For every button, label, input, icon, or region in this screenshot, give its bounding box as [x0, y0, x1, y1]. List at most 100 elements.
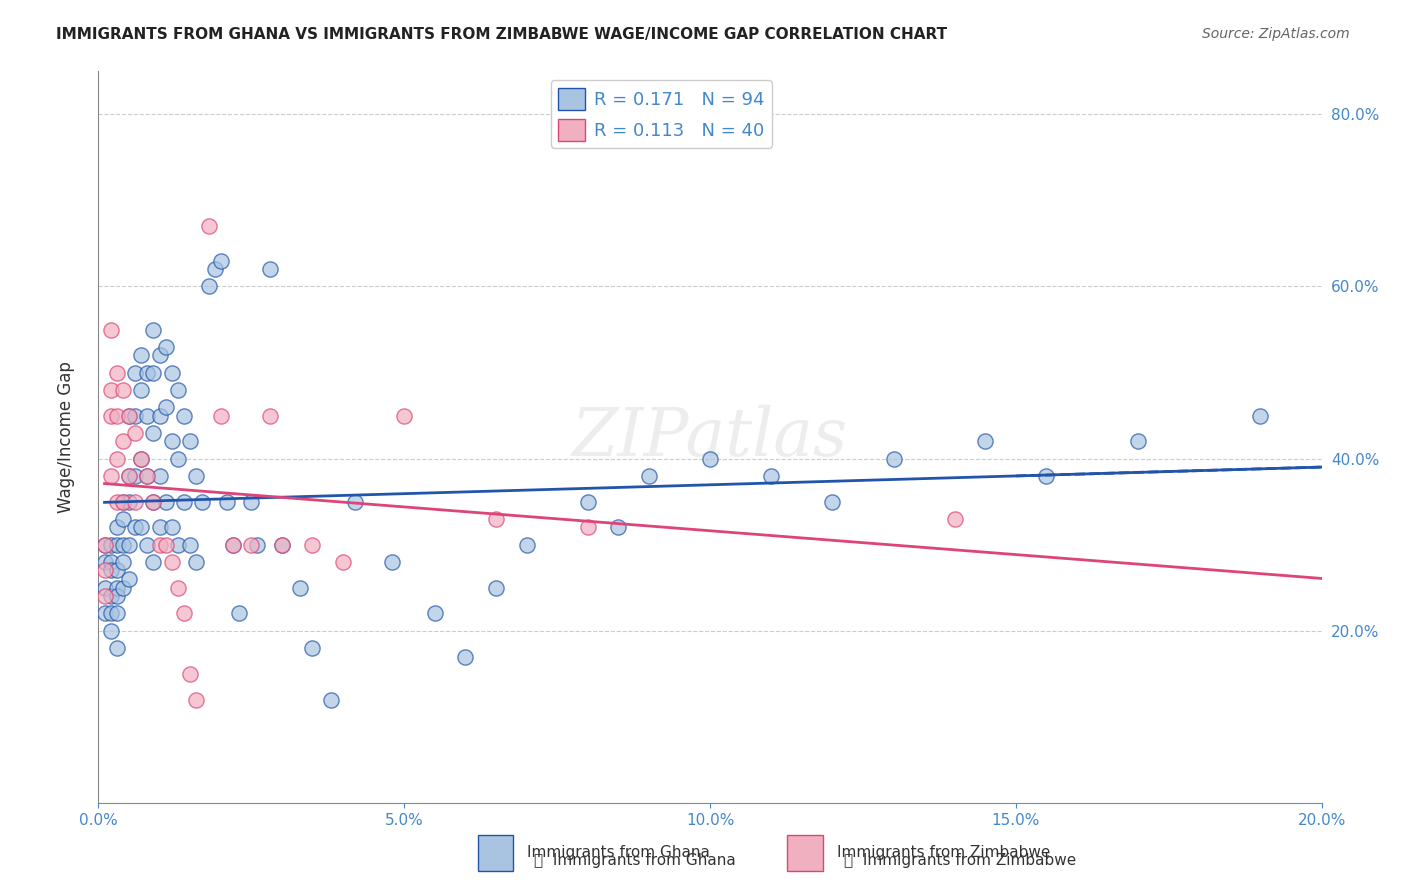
- Point: [259, 409, 281, 423]
- Point: [105, 607, 128, 621]
- Point: [105, 640, 128, 655]
- Point: [167, 538, 190, 552]
- Point: [100, 409, 122, 423]
- Point: [228, 607, 250, 621]
- Point: [259, 262, 281, 277]
- Point: [246, 538, 269, 552]
- Point: [100, 383, 122, 397]
- Point: [93, 538, 115, 552]
- Point: [124, 520, 146, 534]
- Point: [240, 538, 263, 552]
- Point: [129, 520, 152, 534]
- Point: [319, 692, 342, 706]
- Point: [100, 624, 122, 638]
- Point: [136, 409, 159, 423]
- Point: [270, 538, 292, 552]
- Point: [485, 512, 508, 526]
- Point: [100, 564, 122, 578]
- Point: [136, 366, 159, 380]
- Text: IMMIGRANTS FROM GHANA VS IMMIGRANTS FROM ZIMBABWE WAGE/INCOME GAP CORRELATION CH: IMMIGRANTS FROM GHANA VS IMMIGRANTS FROM…: [56, 27, 948, 42]
- Point: [129, 451, 152, 466]
- Point: [332, 555, 354, 569]
- Point: [186, 692, 208, 706]
- Point: [149, 348, 172, 362]
- Point: [142, 366, 165, 380]
- Point: [167, 581, 190, 595]
- Point: [186, 468, 208, 483]
- Point: [883, 451, 905, 466]
- Point: [155, 340, 177, 354]
- Point: [485, 581, 508, 595]
- Point: [142, 494, 165, 508]
- Point: [93, 538, 115, 552]
- Point: [105, 409, 128, 423]
- Point: [118, 468, 141, 483]
- Point: [155, 538, 177, 552]
- Point: [118, 494, 141, 508]
- Point: [105, 589, 128, 603]
- Point: [167, 451, 190, 466]
- Text: Immigrants from Ghana: Immigrants from Ghana: [527, 846, 710, 860]
- Point: [118, 409, 141, 423]
- Y-axis label: Wage/Income Gap: Wage/Income Gap: [56, 361, 75, 513]
- Point: [179, 538, 201, 552]
- Point: [111, 494, 134, 508]
- Point: [173, 494, 195, 508]
- Point: [179, 666, 201, 681]
- Point: [392, 409, 416, 423]
- Point: [100, 589, 122, 603]
- Point: [167, 383, 190, 397]
- Point: [136, 468, 159, 483]
- Point: [186, 555, 208, 569]
- Point: [124, 409, 146, 423]
- FancyBboxPatch shape: [787, 835, 823, 871]
- Point: [142, 322, 165, 336]
- Point: [105, 520, 128, 534]
- FancyBboxPatch shape: [478, 835, 513, 871]
- Point: [209, 409, 232, 423]
- Point: [105, 451, 128, 466]
- Point: [301, 538, 323, 552]
- Point: [111, 434, 134, 449]
- Point: [974, 434, 997, 449]
- Point: [149, 468, 172, 483]
- Point: [173, 607, 195, 621]
- Point: [576, 520, 599, 534]
- Point: [155, 400, 177, 414]
- Point: [160, 434, 183, 449]
- Point: [149, 409, 172, 423]
- Point: [240, 494, 263, 508]
- Point: [1249, 409, 1271, 423]
- Point: [129, 451, 152, 466]
- Point: [93, 555, 115, 569]
- Point: [136, 468, 159, 483]
- Point: [105, 581, 128, 595]
- Point: [222, 538, 245, 552]
- Text: Immigrants from Zimbabwe: Immigrants from Zimbabwe: [837, 846, 1050, 860]
- Point: [270, 538, 292, 552]
- Point: [301, 640, 323, 655]
- Point: [160, 366, 183, 380]
- Point: [111, 512, 134, 526]
- Point: [100, 607, 122, 621]
- Point: [155, 494, 177, 508]
- Point: [124, 468, 146, 483]
- Point: [118, 538, 141, 552]
- Point: [173, 409, 195, 423]
- Text: ZIPatlas: ZIPatlas: [572, 404, 848, 470]
- Point: [118, 409, 141, 423]
- Point: [100, 538, 122, 552]
- Point: [142, 425, 165, 440]
- Point: [93, 607, 115, 621]
- Point: [129, 348, 152, 362]
- Point: [516, 538, 538, 552]
- Point: [100, 468, 122, 483]
- Point: [209, 253, 232, 268]
- Point: [821, 494, 844, 508]
- Point: [142, 555, 165, 569]
- Point: [118, 468, 141, 483]
- Point: [111, 555, 134, 569]
- Point: [381, 555, 404, 569]
- Point: [149, 538, 172, 552]
- Point: [1035, 468, 1057, 483]
